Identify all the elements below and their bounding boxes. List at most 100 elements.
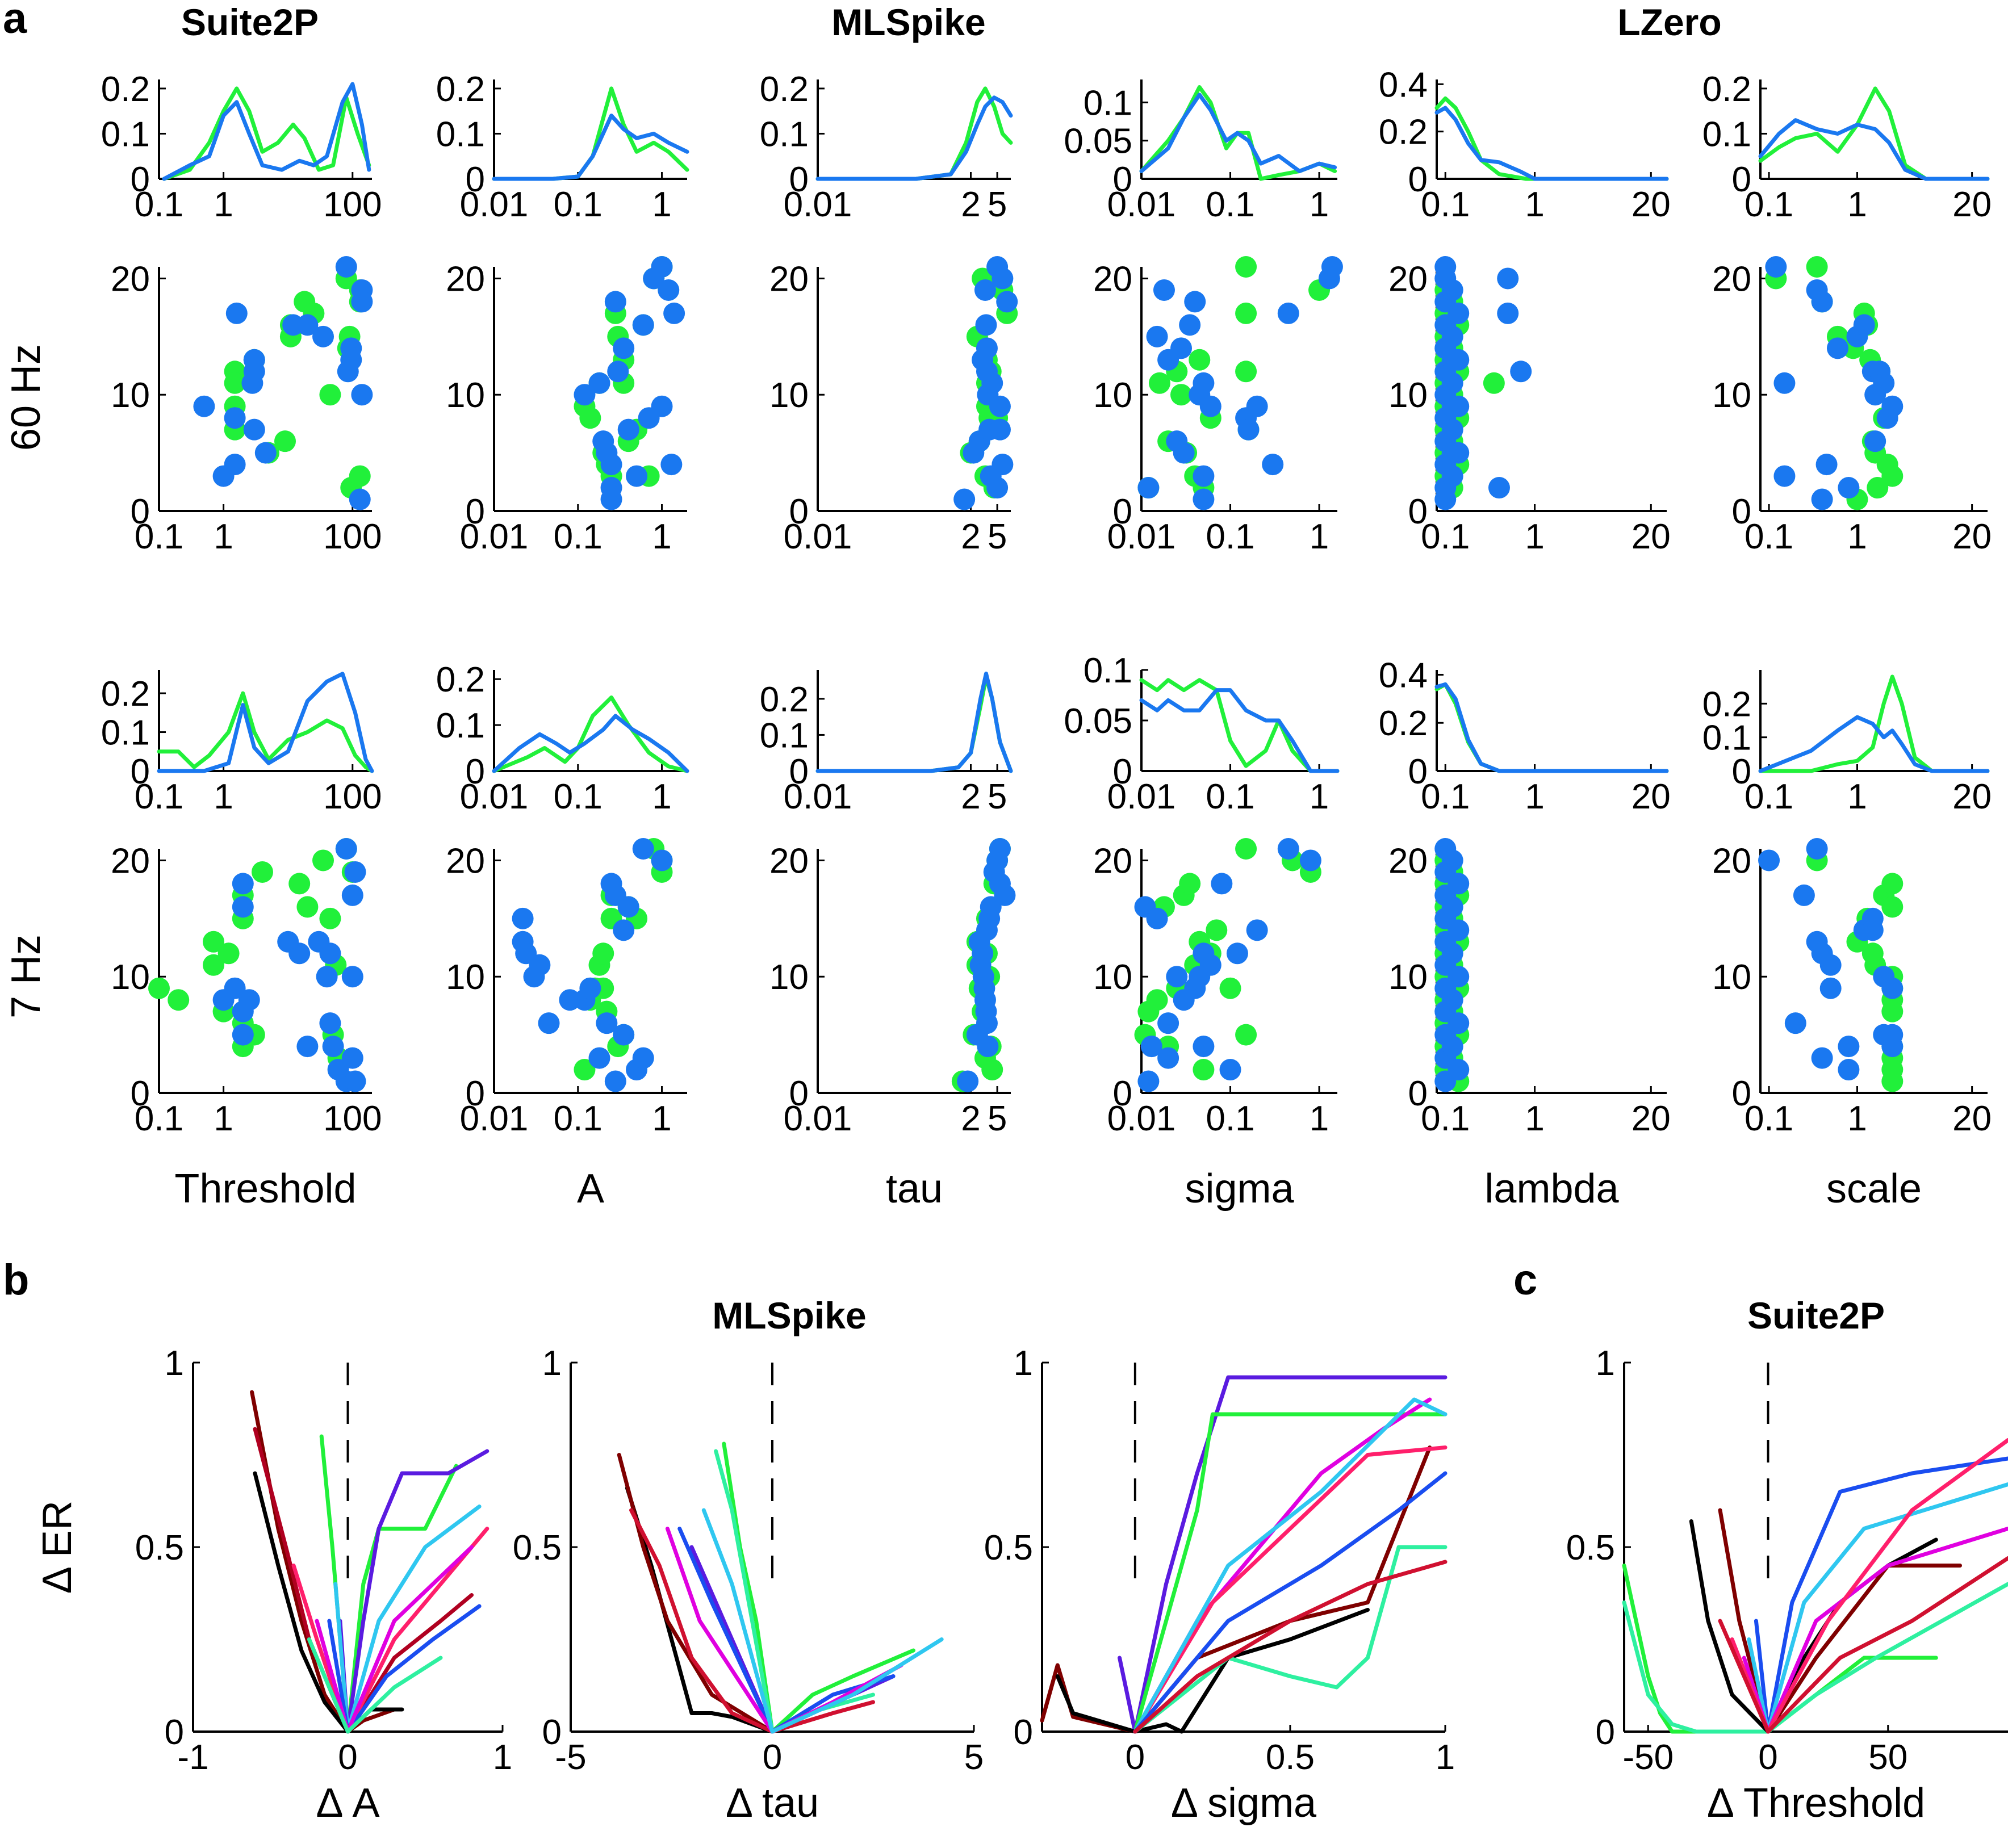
scatter-point (203, 954, 225, 976)
scatter-point (1235, 302, 1257, 324)
scatter-point (288, 942, 311, 965)
x-tick-label: 1 (214, 517, 233, 556)
scatter-point (632, 1047, 654, 1069)
row-label-60hz: 60 Hz (3, 344, 49, 451)
y-tick-label: 10 (446, 376, 485, 415)
scatter-point (588, 1047, 610, 1069)
scatter-point (340, 337, 362, 359)
x-tick-label: 1 (1847, 1099, 1867, 1138)
scatter-point (579, 977, 601, 999)
x-tick-label: 2 (961, 185, 980, 224)
scatter-point (989, 395, 1011, 417)
x-tick-label: 0.1 (1421, 185, 1470, 224)
y-tick-label: 10 (1093, 958, 1132, 997)
scatter-point (351, 384, 373, 406)
y-tick-label: 0 (466, 160, 485, 199)
scatter-point (1246, 919, 1268, 941)
y-tick-label: 0 (466, 492, 485, 531)
x-tick-label: 1 (652, 517, 671, 556)
scatter-point (1235, 361, 1257, 383)
x-tick-label: 0.1 (135, 1099, 183, 1138)
y-tick-label: 1 (165, 1344, 184, 1383)
scatter-point (344, 861, 366, 883)
y-tick-label: 0.2 (1702, 685, 1751, 724)
scatter-point (1441, 989, 1463, 1011)
scatter-point (225, 302, 248, 324)
y-tick-label: 0 (789, 752, 809, 791)
y-tick-label: 0 (466, 1074, 485, 1113)
scatter-point (1299, 849, 1321, 871)
scatter-point (1146, 325, 1168, 347)
x-tick-label: 100 (323, 517, 382, 556)
scatter-point (981, 372, 1003, 394)
scatter-point (1773, 372, 1796, 394)
scatter-point (996, 291, 1018, 313)
y-tick-label: 1 (542, 1344, 562, 1383)
series-line-3 (291, 1527, 490, 1734)
series-line-1 (1133, 1412, 1448, 1734)
y-tick-label: 0 (1732, 160, 1751, 199)
y-tick-label: 0.1 (1084, 83, 1132, 123)
scatter-point (243, 418, 265, 441)
scatter-point (1148, 372, 1170, 394)
x-tick-label: 0.1 (554, 1099, 603, 1138)
x-tick-label: 0.1 (554, 185, 603, 224)
y-tick-label: 0.2 (436, 660, 485, 699)
x-tick-label: 2 (961, 1099, 980, 1138)
y-tick-label: 0.4 (1379, 656, 1428, 695)
x-tick-label: 0 (338, 1738, 357, 1777)
x-tick-label: 1 (1525, 1099, 1544, 1138)
scatter-point (1864, 430, 1886, 452)
y-tick-label: 1 (1014, 1344, 1033, 1383)
scatter-point (344, 1070, 366, 1092)
y-tick-label: 0 (789, 1074, 809, 1113)
chart-a_scatter_60hz_scale: 0.1 1 20 0 10 20 (1712, 256, 1992, 556)
x-tick-label: 0.1 (1206, 1099, 1254, 1138)
chart-a_scatter_7hz_threshold: 0.1 1 100 0 10 20 (111, 838, 382, 1138)
series-line-8 (1718, 1556, 2008, 1734)
scatter-point (574, 1059, 596, 1081)
scatter-point (632, 838, 654, 860)
series-line-6 (677, 1527, 896, 1734)
x-tick-label: 20 (1632, 517, 1671, 556)
scatter-point (613, 1024, 635, 1046)
x-tick-label: 0.1 (1745, 1099, 1793, 1138)
y-tick-label: 0 (165, 1713, 184, 1752)
chart-b_delta_sigma: 0 0.5 1 0 0.5 1 Δ sigma (984, 1344, 1455, 1826)
scatter-point (1173, 442, 1195, 464)
scatter-point (1861, 919, 1884, 941)
scatter-point (976, 337, 998, 359)
y-tick-label: 0.1 (101, 714, 150, 753)
scatter-point (953, 488, 976, 510)
scatter-point (1838, 477, 1860, 499)
scatter-point (1881, 977, 1904, 999)
y-tick-label: 0.1 (101, 115, 150, 154)
scatter-point (1773, 465, 1796, 487)
parameter-label-sigma: sigma (1185, 1166, 1294, 1212)
y-tick-label: 0.5 (513, 1528, 562, 1568)
scatter-point (296, 896, 319, 918)
y-tick-label: 20 (1093, 259, 1132, 299)
x-tick-label: 0 (763, 1738, 782, 1777)
scatter-point (1157, 1012, 1179, 1034)
x-tick-label: 1 (1310, 777, 1329, 816)
x-tick-label: 1 (1525, 517, 1544, 556)
series-line-1 (815, 95, 1013, 181)
x-tick-label: 5 (988, 1099, 1007, 1138)
y-tick-label: 10 (769, 376, 809, 415)
scatter-point (217, 942, 240, 965)
scatter-point (559, 989, 581, 1011)
scatter-point (989, 838, 1011, 860)
y-tick-label: 0 (131, 1074, 150, 1113)
series-line-1 (1622, 1582, 2008, 1734)
x-tick-label: 1 (652, 1099, 671, 1138)
scatter-point (579, 407, 601, 429)
series-line-3 (1055, 1608, 1370, 1734)
y-tick-label: 0 (1014, 1713, 1033, 1752)
scatter-point (341, 884, 363, 906)
scatter-point (592, 942, 614, 965)
scatter-point (512, 907, 534, 929)
scatter-point (1184, 291, 1206, 313)
x-tick-label: 5 (988, 777, 1007, 816)
